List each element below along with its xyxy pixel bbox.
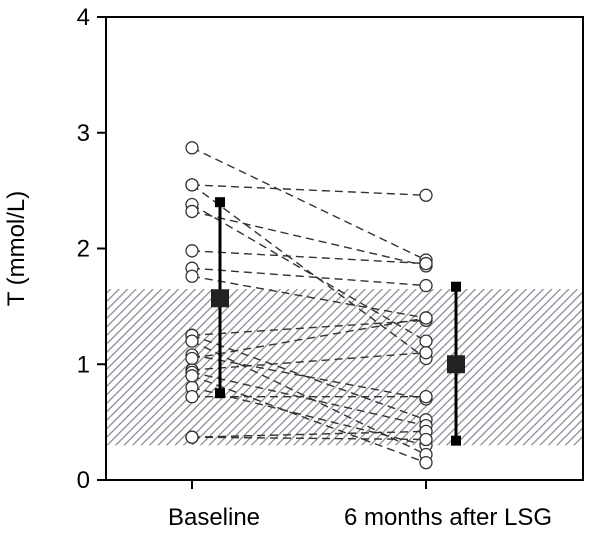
- error-bar-upper-cap: [451, 281, 461, 292]
- pair-line: [191, 436, 427, 441]
- pair-line: [191, 371, 427, 427]
- baseline-point: [185, 390, 199, 404]
- y-tick-label: 3: [77, 120, 90, 147]
- followup-point: [419, 278, 433, 293]
- followup-point: [419, 390, 433, 404]
- baseline-point: [185, 369, 199, 383]
- error-bar-lower-cap: [215, 388, 225, 399]
- pair-line: [191, 340, 427, 456]
- mean-marker: [211, 289, 229, 308]
- followup-point: [419, 334, 433, 348]
- baseline-point: [185, 204, 199, 219]
- pair-line: [191, 319, 427, 337]
- y-tick-label: 0: [77, 467, 90, 494]
- followup-point: [419, 455, 433, 470]
- error-bar-upper-cap: [215, 197, 225, 208]
- baseline-point: [185, 351, 199, 366]
- x-category-label: 6 months after LSG: [344, 504, 552, 531]
- baseline-point: [185, 334, 199, 348]
- baseline-point: [185, 178, 199, 192]
- pair-line: [191, 430, 427, 438]
- pair-line: [191, 275, 427, 319]
- pair-line: [191, 184, 427, 360]
- y-axis-label: T (mmol/L): [3, 191, 30, 307]
- error-bar-lower-cap: [451, 435, 461, 446]
- pair-line: [191, 375, 427, 464]
- y-tick-label: 4: [77, 4, 90, 31]
- baseline-point: [185, 430, 199, 444]
- mean-marker: [447, 355, 465, 374]
- followup-point: [419, 311, 433, 325]
- pair-line: [191, 354, 427, 400]
- followup-point: [419, 432, 433, 447]
- pair-line: [191, 147, 427, 261]
- pair-line: [191, 210, 427, 267]
- followup-point: [419, 188, 433, 202]
- pair-line: [191, 184, 427, 196]
- pair-line: [191, 351, 427, 371]
- pair-line: [191, 250, 427, 265]
- y-tick-label: 1: [77, 351, 90, 378]
- reference-range-band: [106, 289, 583, 446]
- baseline-point: [185, 269, 199, 283]
- pair-line: [191, 203, 427, 342]
- baseline-point: [185, 141, 199, 155]
- x-category-label: Baseline: [168, 504, 260, 531]
- pair-line: [191, 317, 427, 360]
- followup-point: [419, 346, 433, 360]
- pair-line: [191, 267, 427, 287]
- followup-point: [419, 256, 433, 271]
- baseline-point: [185, 244, 199, 258]
- y-tick-label: 2: [77, 236, 90, 263]
